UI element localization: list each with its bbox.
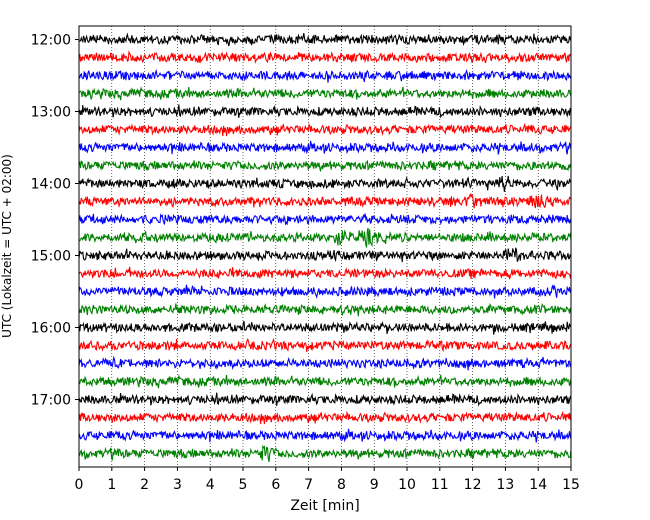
trace-1645 bbox=[78, 374, 572, 389]
y-tick-label: 17:00 bbox=[31, 393, 71, 409]
trace-1330 bbox=[78, 140, 572, 155]
trace-1315 bbox=[78, 122, 572, 137]
y-tick-label: 13:00 bbox=[31, 105, 71, 121]
trace-1700 bbox=[78, 392, 572, 407]
y-tick-label: 16:00 bbox=[31, 321, 71, 337]
trace-1430 bbox=[78, 213, 572, 226]
x-tick-label: 12 bbox=[464, 477, 482, 493]
plot-frame bbox=[78, 25, 572, 468]
x-tick-label: 0 bbox=[75, 477, 84, 493]
trace-1600 bbox=[78, 320, 572, 335]
x-tick-label: 8 bbox=[337, 477, 346, 493]
x-tick-label: 2 bbox=[140, 477, 149, 493]
y-axis-label: UTC (Lokalzeit = UTC + 02:00) bbox=[0, 154, 14, 338]
x-tick-label: 11 bbox=[431, 477, 449, 493]
trace-1300 bbox=[78, 104, 572, 119]
trace-1400 bbox=[78, 175, 572, 192]
trace-1200 bbox=[78, 32, 572, 47]
trace-1230 bbox=[78, 69, 572, 83]
trace-1615 bbox=[78, 337, 572, 353]
trace-1530 bbox=[78, 284, 572, 299]
y-axis: 12:00 13:00 14:00 15:00 16:00 17:00 bbox=[31, 33, 79, 409]
trace-1545 bbox=[78, 303, 572, 317]
x-tick-label: 6 bbox=[271, 477, 280, 493]
y-tick-label: 12:00 bbox=[31, 33, 71, 49]
x-tick-label: 15 bbox=[562, 477, 580, 493]
x-tick-label: 10 bbox=[398, 477, 416, 493]
trace-1245 bbox=[78, 86, 572, 101]
trace-1745 bbox=[78, 444, 572, 463]
trace-1715 bbox=[78, 410, 572, 425]
trace-1345 bbox=[78, 159, 572, 172]
x-tick-label: 1 bbox=[107, 477, 116, 493]
x-tick-label: 13 bbox=[496, 477, 514, 493]
x-tick-label: 7 bbox=[304, 477, 313, 493]
x-tick-label: 4 bbox=[206, 477, 215, 493]
trace-group bbox=[78, 32, 572, 463]
y-tick-label: 15:00 bbox=[31, 249, 71, 265]
y-tick-label: 14:00 bbox=[31, 177, 71, 193]
trace-1515 bbox=[78, 266, 572, 280]
trace-1730 bbox=[78, 428, 572, 443]
trace-1415 bbox=[78, 192, 572, 209]
trace-1445 bbox=[78, 227, 572, 249]
trace-1500 bbox=[78, 247, 572, 263]
x-tick-label: 3 bbox=[173, 477, 182, 493]
x-tick-label: 5 bbox=[239, 477, 248, 493]
trace-1215 bbox=[78, 50, 572, 64]
trace-1630 bbox=[78, 355, 572, 371]
x-tick-label: 9 bbox=[370, 477, 379, 493]
x-axis-label: Zeit [min] bbox=[290, 498, 359, 514]
x-axis: 0 1 2 3 4 5 6 7 8 9 10 11 12 13 14 15 bbox=[75, 467, 580, 493]
x-tick-label: 14 bbox=[529, 477, 547, 493]
